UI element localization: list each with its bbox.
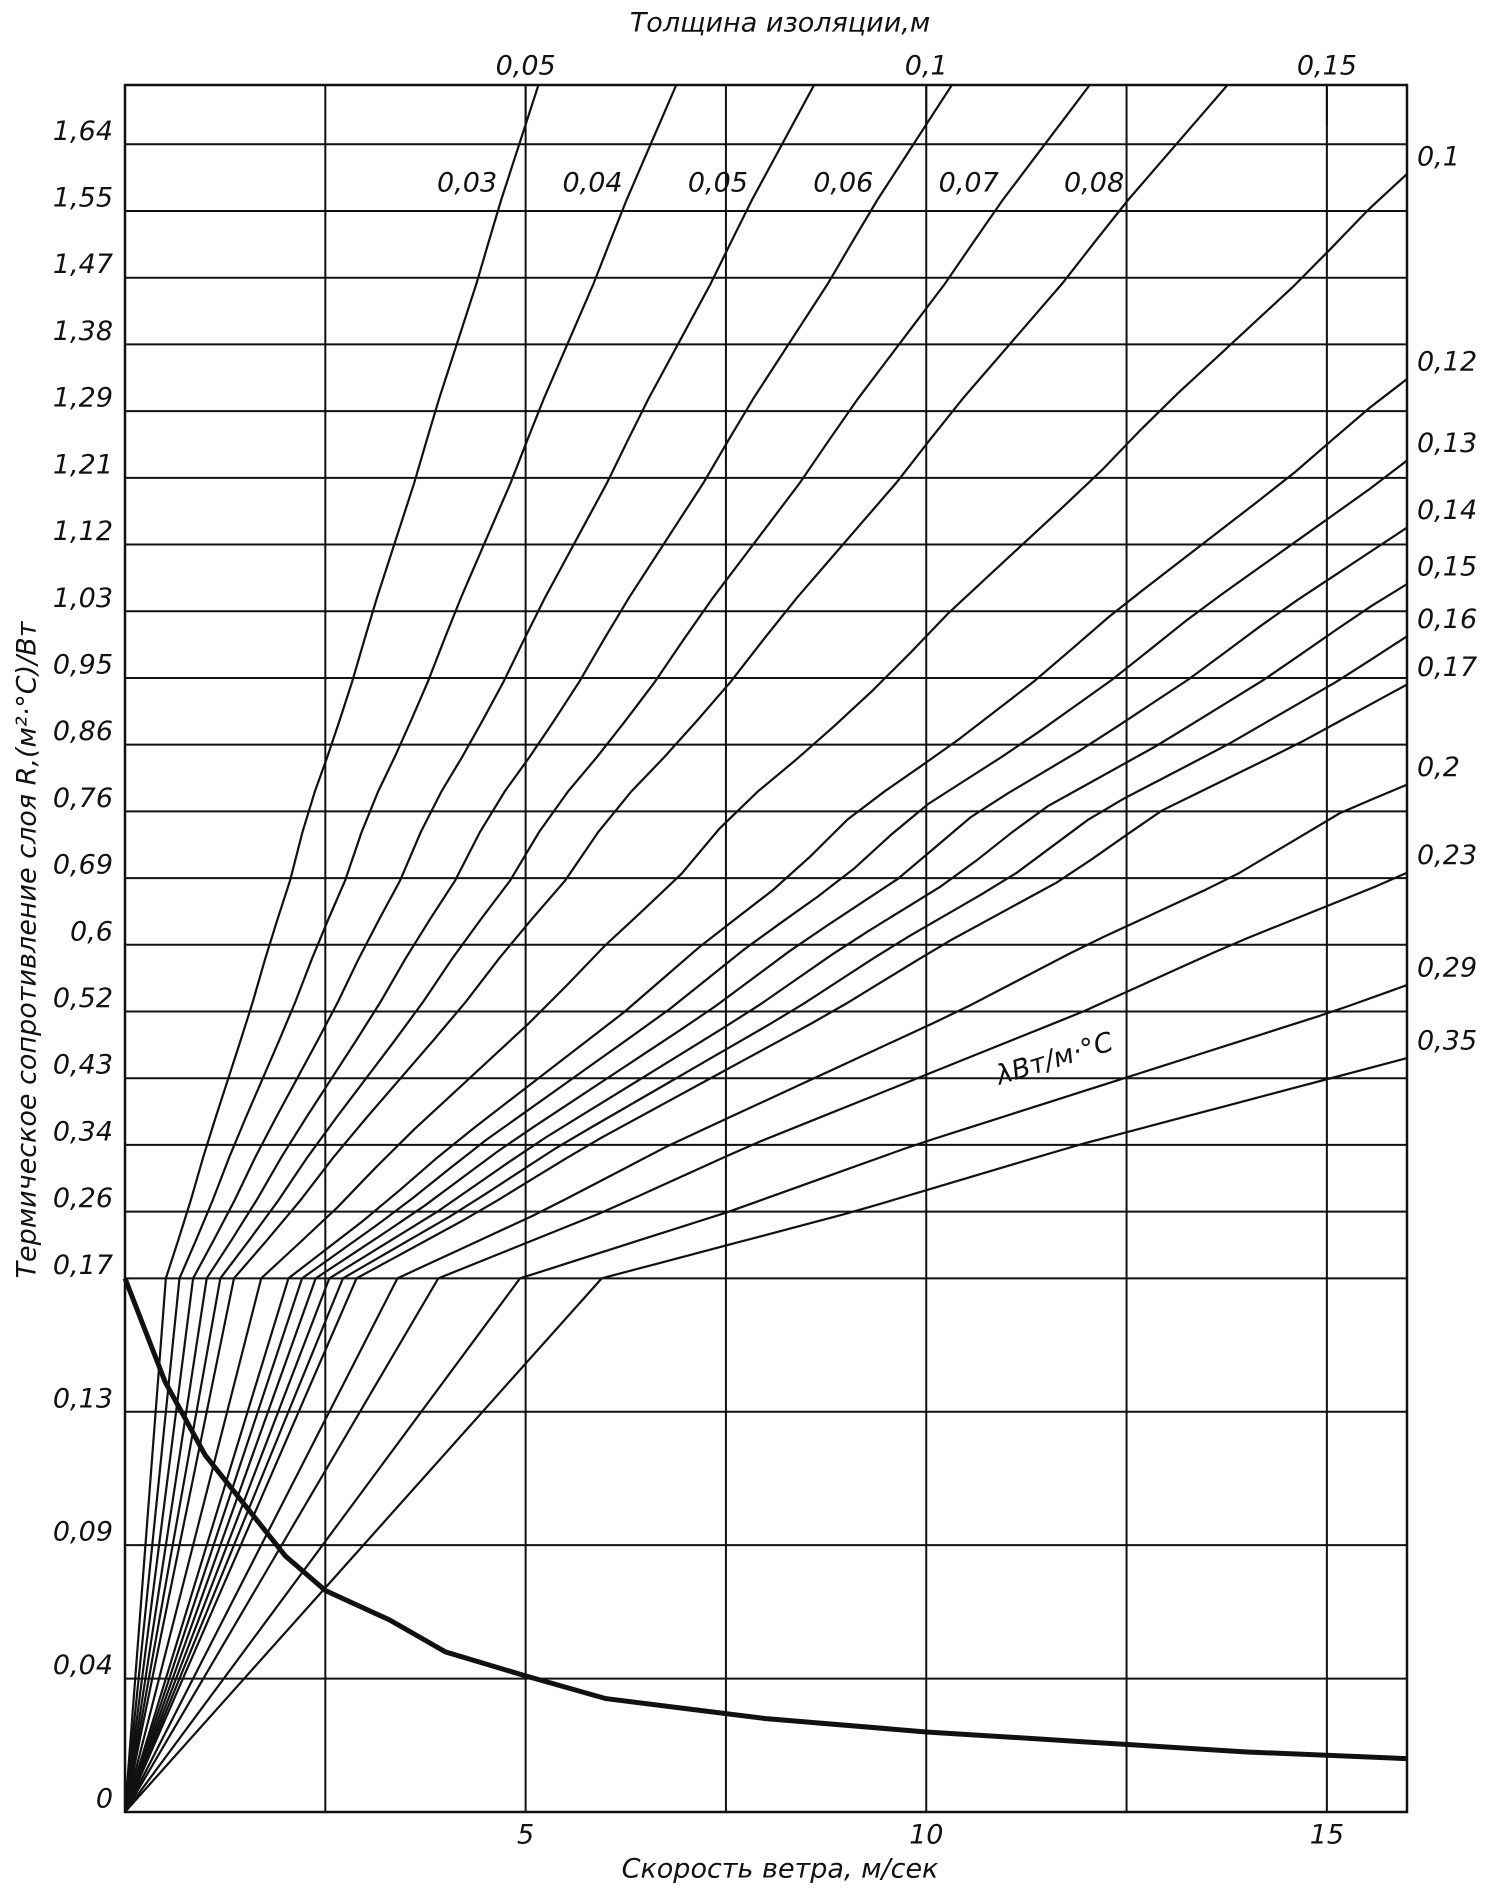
y-tick-label: 0,13 — [53, 1383, 113, 1414]
lambda-line — [123, 583, 1408, 1813]
y-axis-title: Термическое сопротивление слоя R,(м²·°С)… — [12, 620, 43, 1278]
x-tick-label: 15 — [1310, 1820, 1344, 1851]
lambda-line-label: 0,15 — [1417, 552, 1477, 583]
y-tick-label: 0,69 — [53, 850, 113, 881]
y-tick-label: 0,76 — [53, 783, 113, 814]
lambda-line-label: 0,23 — [1417, 840, 1477, 871]
y-tick-label: 1,12 — [53, 516, 113, 547]
x2-tick-label: 0,15 — [1297, 51, 1357, 82]
lambda-line-label: 0,06 — [813, 167, 873, 198]
x-tick-label: 10 — [909, 1820, 943, 1851]
lambda-line — [123, 84, 953, 1813]
lambda-line-label: 0,03 — [437, 167, 497, 198]
lambda-line — [123, 173, 1408, 1813]
lambda-line — [123, 84, 1229, 1813]
x2-tick-label: 0,1 — [905, 51, 948, 82]
lambda-line-label: 0,35 — [1417, 1026, 1477, 1057]
lambda-line-label: 0,07 — [939, 167, 999, 198]
lambda-line-label: 0,04 — [562, 167, 622, 198]
lambda-line-label: 0,17 — [1417, 652, 1477, 683]
y-tick-label: 0,43 — [53, 1050, 113, 1081]
y-tick-label: 1,55 — [53, 183, 113, 214]
lambda-line — [123, 526, 1408, 1813]
y-tick-label: 0,95 — [53, 649, 113, 680]
lambda-line — [124, 984, 1408, 1813]
lambda-line-label: 0,16 — [1417, 604, 1477, 635]
y-tick-label: 0,17 — [53, 1250, 113, 1281]
y-tick-label: 1,21 — [53, 449, 113, 480]
lambda-line — [123, 683, 1408, 1813]
lambda-line-label: 0,05 — [688, 167, 748, 198]
lambda-line — [123, 378, 1408, 1813]
y-tick-label: 0,52 — [53, 983, 113, 1014]
lambda-line — [123, 84, 816, 1813]
x-axis-title: Скорость ветра, м/сек — [622, 1854, 939, 1885]
y-tick-label: 0,09 — [53, 1517, 113, 1548]
y-tick-label: 0,04 — [53, 1650, 113, 1681]
lambda-line-label: 0,12 — [1417, 347, 1477, 378]
lambda-line-label: 0,14 — [1417, 495, 1477, 526]
lambda-line-label: 0,08 — [1064, 167, 1124, 198]
lambda-line-label: 0,13 — [1417, 428, 1477, 459]
lambda-line — [123, 84, 678, 1813]
top-axis-title: Толщина изоляции,м — [630, 8, 930, 39]
lambda-line — [124, 783, 1408, 1813]
lambda-line-label: 0,29 — [1417, 953, 1477, 984]
lambda-line — [124, 1057, 1408, 1813]
y-tick-label: 1,38 — [53, 316, 113, 347]
y-tick-label: 1,29 — [53, 383, 113, 414]
lambda-line-label: 0,2 — [1417, 752, 1460, 783]
lambda-line — [123, 84, 540, 1813]
lambda-label: λВт/м·°С — [991, 1027, 1117, 1093]
y-tick-label: 0,86 — [53, 716, 113, 747]
y-tick-label: 0,26 — [53, 1183, 113, 1214]
lambda-line — [123, 459, 1408, 1813]
y-tick-label: 1,03 — [53, 583, 113, 614]
lambda-line-label: 0,1 — [1417, 141, 1460, 172]
lambda-line — [124, 871, 1408, 1813]
y-tick-label: 0,6 — [70, 916, 113, 947]
wind-curve — [122, 1277, 1408, 1762]
y-tick-label: 1,64 — [53, 116, 113, 147]
y-tick-label: 1,47 — [53, 249, 113, 280]
lambda-line — [123, 84, 1091, 1813]
lambda-line — [123, 635, 1408, 1813]
x-tick-label: 5 — [517, 1820, 534, 1851]
y-tick-label: 0,34 — [53, 1116, 113, 1147]
y-tick-label: 0 — [96, 1784, 113, 1815]
x2-tick-label: 0,05 — [496, 51, 556, 82]
